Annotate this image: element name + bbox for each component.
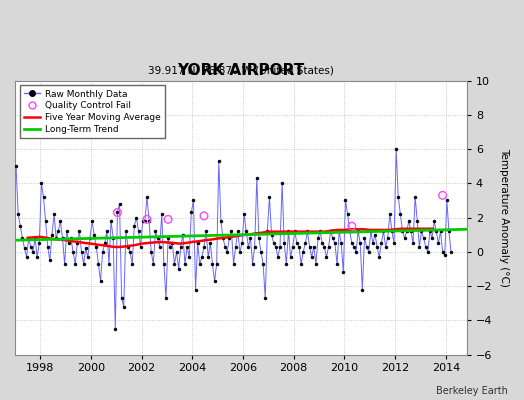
Point (113, 209, 122, 216)
Point (143, 216, 151, 222)
Y-axis label: Temperature Anomaly (°C): Temperature Anomaly (°C) (499, 148, 509, 287)
Point (347, 223, 356, 229)
Point (200, 213, 208, 219)
Title: YORK AIRPORT: YORK AIRPORT (177, 63, 304, 78)
Legend: Raw Monthly Data, Quality Control Fail, Five Year Moving Average, Long-Term Tren: Raw Monthly Data, Quality Control Fail, … (19, 85, 165, 138)
Point (439, 192, 447, 198)
Text: 39.917 N, 76.870 W (United States): 39.917 N, 76.870 W (United States) (148, 65, 334, 75)
Text: Berkeley Earth: Berkeley Earth (436, 386, 508, 396)
Point (164, 216, 172, 222)
